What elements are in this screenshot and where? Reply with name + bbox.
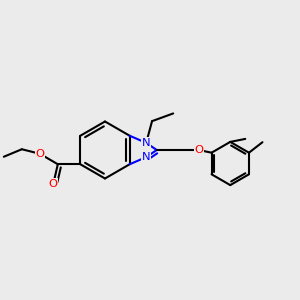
Text: O: O [49, 179, 58, 189]
Text: N: N [142, 152, 151, 162]
Text: O: O [35, 149, 44, 159]
Text: N: N [142, 138, 151, 148]
Text: O: O [194, 145, 203, 155]
